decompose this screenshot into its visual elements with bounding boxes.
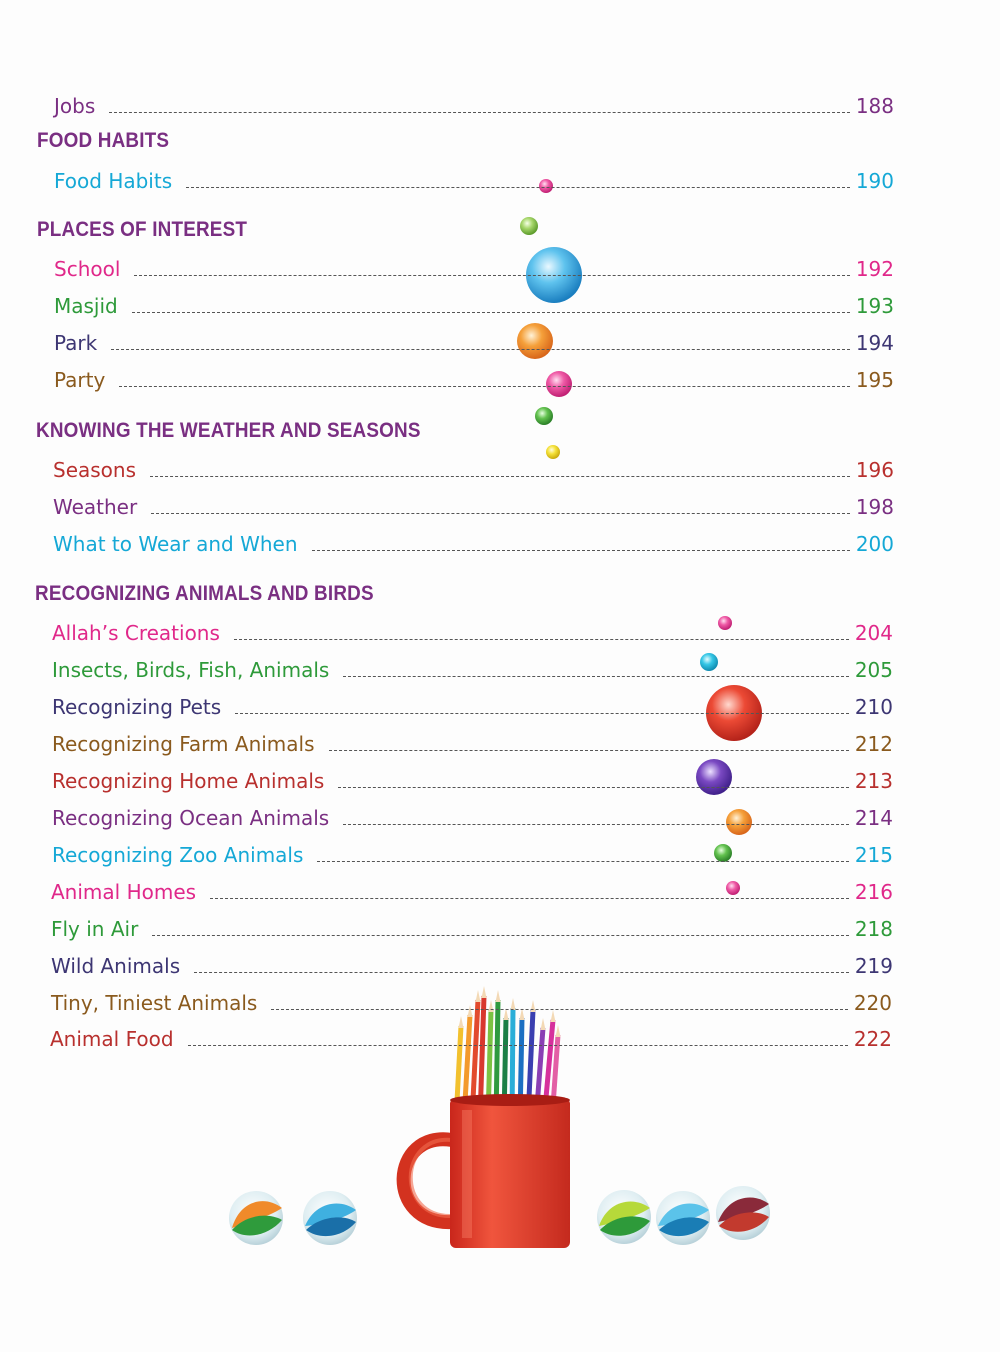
toc-entry-page: 195: [855, 368, 894, 392]
toc-entry[interactable]: Food Habits 190: [54, 169, 894, 193]
dotted-leader: [119, 386, 850, 387]
dotted-leader: [271, 1009, 848, 1010]
dotted-leader: [233, 639, 849, 640]
toc-entry-label: Recognizing Pets: [52, 695, 222, 719]
toc-entry[interactable]: Insects, Birds, Fish, Animals 205: [52, 658, 893, 682]
toc-entry-label: Animal Food: [50, 1027, 174, 1051]
toc-entry[interactable]: Recognizing Farm Animals 212: [52, 732, 893, 756]
toc-entry[interactable]: Party 195: [54, 368, 894, 392]
toc-entry-label: Insects, Birds, Fish, Animals: [52, 658, 330, 682]
toc-entry[interactable]: Allah’s Creations 204: [52, 621, 893, 645]
toc-entry-label: Animal Homes: [51, 880, 197, 904]
toc-entry-label: Park: [54, 331, 98, 355]
toc-entry-label: Recognizing Home Animals: [52, 769, 325, 793]
toc-entry-label: Seasons: [53, 458, 137, 482]
toc-entry-page: 204: [854, 621, 893, 645]
toc-entry-page: 193: [855, 294, 894, 318]
dotted-leader: [311, 550, 850, 551]
toc-entry-page: 200: [855, 532, 894, 556]
toc-entry[interactable]: Park 194: [54, 331, 894, 355]
toc-entry-label: Party: [54, 368, 106, 392]
toc-entry[interactable]: Masjid 193: [54, 294, 894, 318]
bubble-icon: [517, 179, 582, 459]
toc-entry[interactable]: Wild Animals 219: [51, 954, 893, 978]
toc-entry-label: Recognizing Farm Animals: [52, 732, 315, 756]
toc-entry-page: 214: [854, 806, 893, 830]
dotted-leader: [194, 972, 849, 973]
toc-entry-page: 213: [854, 769, 893, 793]
dotted-leader: [317, 861, 849, 862]
toc-entry-page: 220: [853, 991, 892, 1015]
toc-entry-label: Jobs: [54, 94, 96, 118]
dotted-leader: [150, 476, 850, 477]
toc-entry[interactable]: Recognizing Ocean Animals 214: [52, 806, 893, 830]
toc-entry-label: Fly in Air: [51, 917, 139, 941]
toc-entry[interactable]: Animal Homes 216: [51, 880, 893, 904]
dotted-leader: [152, 935, 849, 936]
toc-entry-label: Allah’s Creations: [52, 621, 220, 645]
toc-entry-label: Wild Animals: [51, 954, 181, 978]
toc-entry-page: 196: [855, 458, 894, 482]
dotted-leader: [343, 824, 849, 825]
toc-entry-page: 222: [853, 1027, 892, 1051]
toc-entry-page: 205: [854, 658, 893, 682]
toc-entry-page: 188: [855, 94, 894, 118]
dotted-leader: [343, 676, 849, 677]
toc-entry-label: What to Wear and When: [53, 532, 298, 556]
toc-entry-label: Food Habits: [54, 169, 173, 193]
dotted-leader: [151, 513, 850, 514]
toc-entry[interactable]: Recognizing Pets 210: [52, 695, 893, 719]
dotted-leader: [111, 349, 850, 350]
toc-entry[interactable]: Recognizing Home Animals 213: [52, 769, 893, 793]
section-title: KNOWING THE WEATHER AND SEASONS: [36, 419, 421, 442]
toc-entry[interactable]: Fly in Air 218: [51, 917, 893, 941]
dotted-leader: [235, 713, 849, 714]
section-title: PLACES OF INTEREST: [37, 218, 248, 241]
section-title: FOOD HABITS: [37, 129, 170, 152]
toc-entry-page: 190: [855, 169, 894, 193]
toc-entry[interactable]: Animal Food 222: [50, 1027, 892, 1051]
marble-icon: [229, 1186, 770, 1245]
toc-entry-page: 215: [854, 843, 893, 867]
section-title: RECOGNIZING ANIMALS AND BIRDS: [35, 582, 374, 605]
toc-entry[interactable]: School 192: [54, 257, 894, 281]
toc-entry-page: 218: [854, 917, 893, 941]
toc-entry[interactable]: What to Wear and When 200: [53, 532, 894, 556]
toc-entry-page: 219: [854, 954, 893, 978]
toc-entry-label: Weather: [53, 495, 138, 519]
toc-entry-page: 194: [855, 331, 894, 355]
dotted-leader: [109, 112, 850, 113]
toc-entry[interactable]: Jobs 188: [54, 94, 894, 118]
toc-entry-page: 212: [854, 732, 893, 756]
dotted-leader: [328, 750, 849, 751]
toc-entry-page: 192: [855, 257, 894, 281]
toc-entry-label: Masjid: [54, 294, 118, 318]
toc-entry-page: 216: [854, 880, 893, 904]
pencil-cup-icon: [396, 986, 570, 1248]
toc-entry[interactable]: Seasons 196: [53, 458, 894, 482]
dotted-leader: [131, 312, 850, 313]
toc-entry-label: School: [54, 257, 121, 281]
toc-entry-label: Recognizing Ocean Animals: [52, 806, 330, 830]
toc-entry-label: Recognizing Zoo Animals: [52, 843, 304, 867]
dotted-leader: [187, 1045, 848, 1046]
toc-entry-page: 210: [854, 695, 893, 719]
toc-entry[interactable]: Recognizing Zoo Animals 215: [52, 843, 893, 867]
dotted-leader: [210, 898, 849, 899]
toc-entry-label: Tiny, Tiniest Animals: [51, 991, 258, 1015]
toc-entry[interactable]: Tiny, Tiniest Animals 220: [51, 991, 892, 1015]
dotted-leader: [338, 787, 849, 788]
dotted-leader: [134, 275, 850, 276]
toc-entry[interactable]: Weather 198: [53, 495, 894, 519]
toc-entry-page: 198: [855, 495, 894, 519]
dotted-leader: [186, 187, 850, 188]
